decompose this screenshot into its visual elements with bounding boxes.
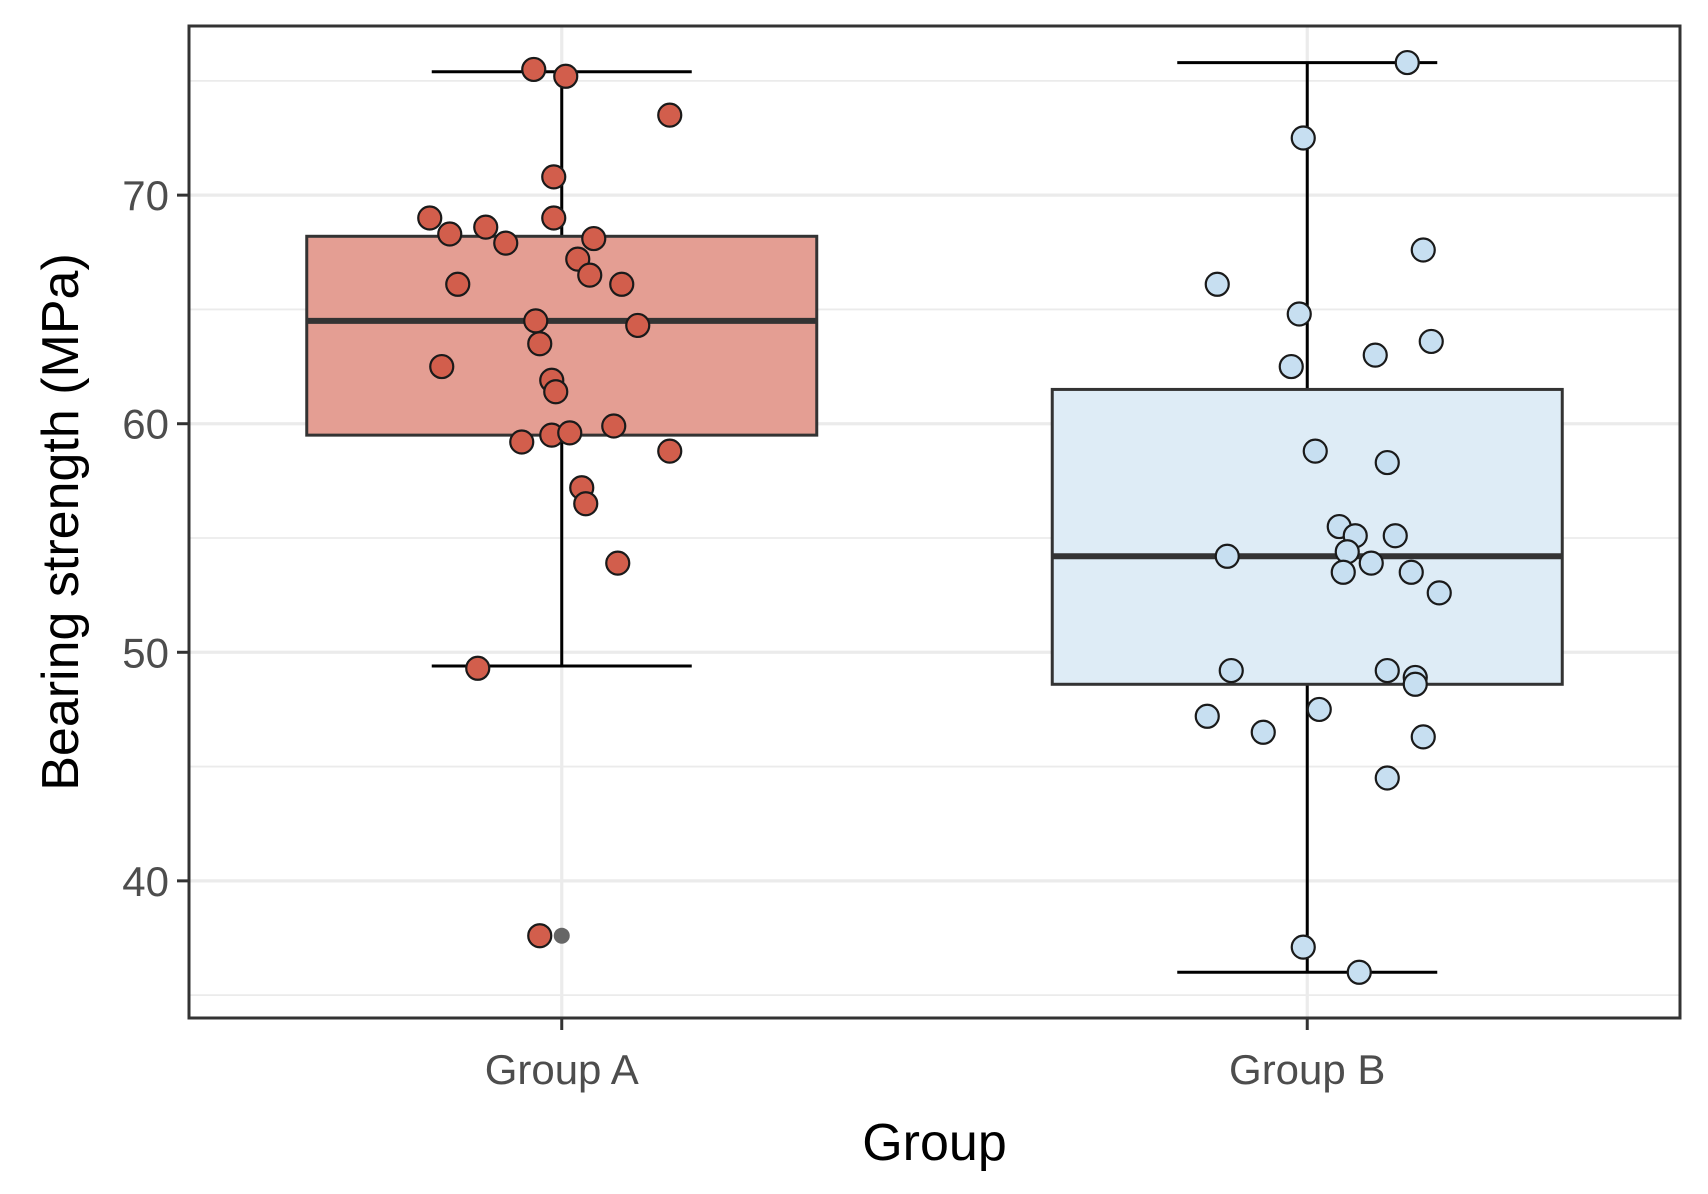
group-a-data-point [527,331,553,357]
y-tick-label: 40 [122,858,169,905]
y-tick-label: 50 [122,629,169,676]
group-a-data-point [625,312,651,339]
group-a-data-point [493,230,519,256]
group-a-data-point [437,221,463,247]
group-b-data-point [1374,657,1400,684]
group-b-data-point [1290,125,1316,151]
group-b-data-point [1410,724,1436,750]
group-b-data-point [1410,237,1436,263]
group-b-data-point [1398,559,1424,585]
group-b-data-point [1214,543,1240,569]
group-b-data-point [1402,671,1428,697]
group-a-data-point [527,923,553,949]
group-a-data-point [473,214,499,240]
group-a-data-point [577,262,603,288]
group-b-data-point [1306,696,1332,723]
axes: 40 50 60 70 Group A Group B [122,172,1385,1093]
group-a-box [305,234,819,437]
group-a-data-point [609,271,635,297]
group-b-data-point [1362,342,1388,368]
group-b-data-point [1374,449,1400,476]
group-b-data-point [1286,301,1312,327]
x-axis-title: Group [862,1114,1007,1172]
x-tick-label: Group A [485,1046,639,1093]
group-a-data-point [429,353,455,380]
group-b-data-point [1394,49,1420,76]
group-b-data-point [1418,328,1444,355]
group-a-outlier-point [553,927,570,944]
group-a-data-point [509,429,535,455]
group-a-data-point [553,63,579,89]
group-a-data-point [657,102,683,128]
group-b-data-point [1250,719,1276,745]
group-b-data-point [1278,353,1304,380]
group-b-box [1050,387,1564,686]
group-a-data-point [417,205,443,231]
group-a-data-point [573,491,599,517]
group-a-data-point [541,164,567,190]
group-b-data-point [1334,539,1360,565]
group-b-data-point [1204,271,1230,297]
group-b-data-point [1358,550,1384,576]
group-b-data-point [1426,580,1452,606]
group-a-data-point [465,655,491,681]
group-b-data-point [1382,523,1408,549]
group-a-data-point [601,413,627,439]
group-b-data-point [1290,934,1316,960]
group-b-data-point [1218,657,1244,684]
group-b-data-point [1330,559,1356,585]
group-a-data-point [581,225,607,252]
group-a-data-point [543,379,569,405]
group-a-data-point [657,438,683,464]
group-a-data-point [557,420,583,446]
plot-panel-border [187,24,1682,1020]
group-a-data-point [605,550,631,576]
y-tick-label: 60 [122,401,169,448]
group-b-data-point [1194,703,1220,729]
group-a-data-point [523,308,549,334]
group-b-data-point [1374,765,1400,791]
group-a-data-point [521,56,547,83]
data-points [417,49,1452,985]
y-axis-title: Bearing strength (MPa) [32,253,90,791]
group-b-data-point [1346,959,1372,985]
y-tick-label: 70 [122,172,169,219]
group-b-data-point [1302,438,1328,464]
x-tick-label: Group B [1229,1046,1385,1093]
group-a-data-point [541,205,567,231]
group-a-data-point [445,271,471,297]
